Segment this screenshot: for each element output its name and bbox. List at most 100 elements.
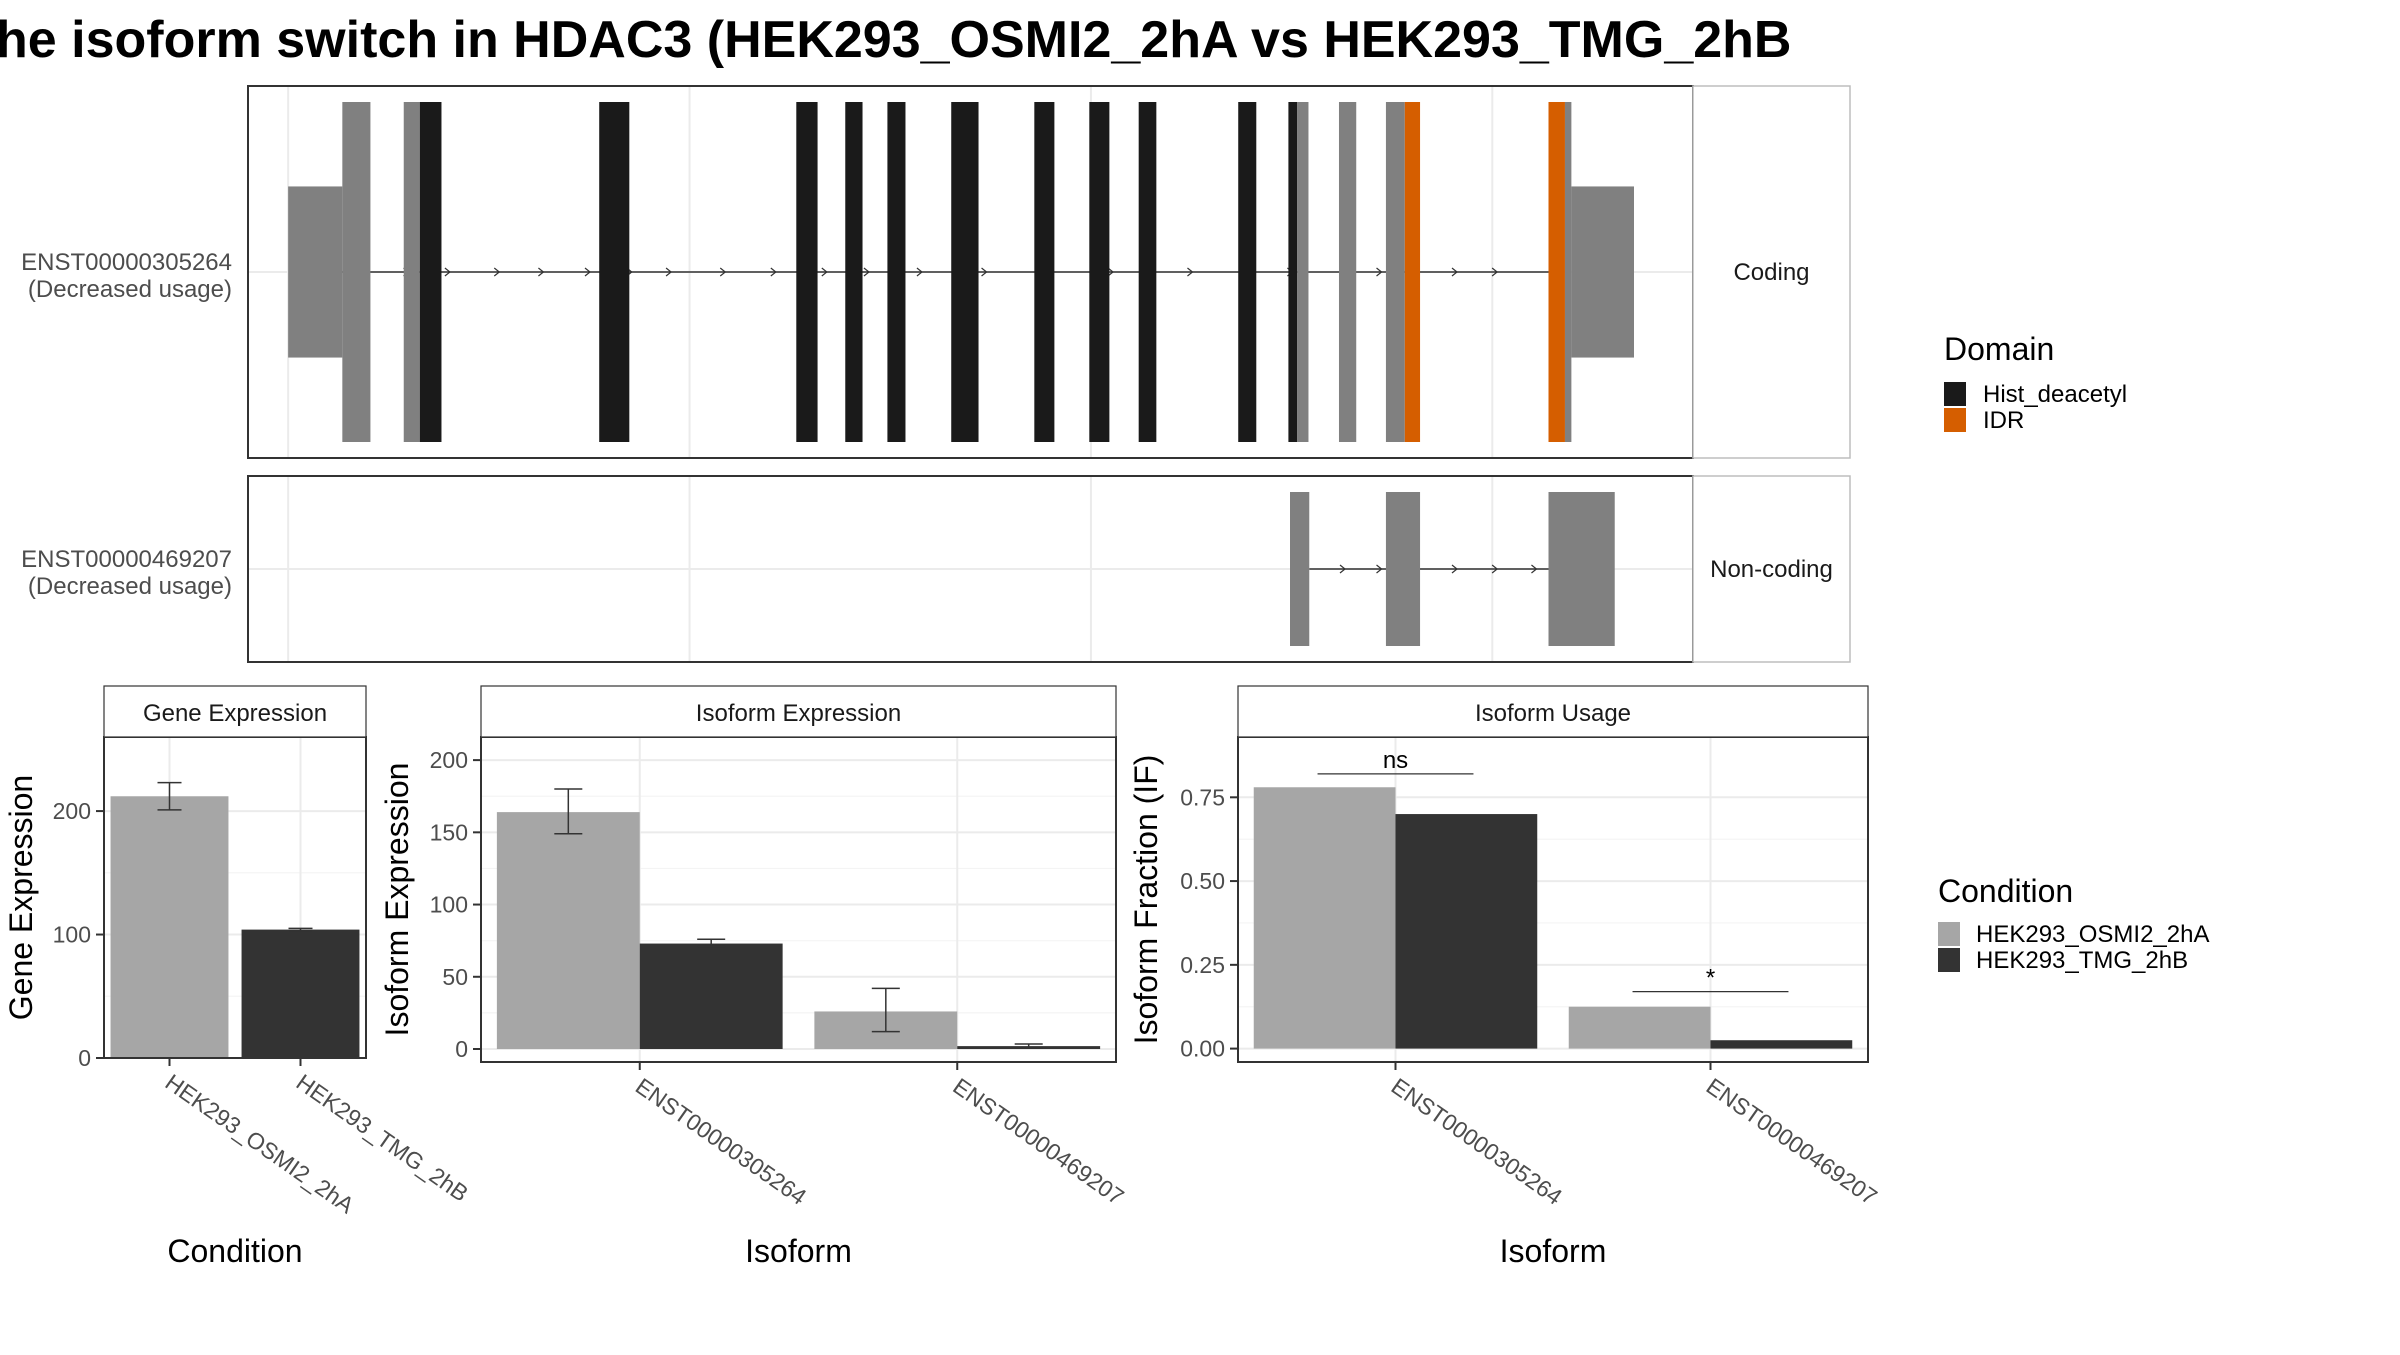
bar [639,943,783,1049]
x-tick-label: ENST00000469207 [1702,1073,1882,1210]
exon-utr [1338,102,1357,442]
exon-utr [1290,492,1310,646]
strand-arrow [1451,564,1458,574]
y-axis-title: Isoform Fraction (IF) [1128,755,1164,1045]
bar [1568,1006,1711,1049]
strand-arrow [1339,564,1346,574]
chart-strip [1237,685,1869,738]
y-tick-label: 0.25 [1180,952,1225,978]
exon-utr [1297,102,1309,442]
strand-arrow [444,267,451,277]
chart-title: Gene Expression [143,700,327,727]
strand-arrow [916,267,923,277]
exon-utr [1548,492,1615,646]
x-tick-label: ENST00000305264 [631,1073,812,1210]
x-tick-label: ENST00000469207 [948,1073,1128,1210]
y-tick-label: 50 [442,964,468,990]
chart-panel-isoform-expression: Isoform Expression 0 50 100 150 200 ENST000003… [379,685,1129,1269]
strand-arrow [1491,564,1499,574]
strand-arrow [1531,564,1538,574]
chart-strip [480,685,1117,738]
strand-arrow [584,267,591,277]
exon-hist_deacetyl [1089,102,1110,442]
transcript-id-label: ENST00000305264 [21,249,232,276]
exon-hist_deacetyl [1034,102,1055,442]
exon-hist_deacetyl [1238,102,1257,442]
bar [496,812,640,1049]
track-strip [1692,475,1851,663]
y-tick-label: 100 [53,922,91,948]
track-strip-label: Coding [1733,259,1809,286]
strand-arrow [538,267,545,277]
chart-title: Isoform Expression [696,700,901,727]
y-tick-label: 0.00 [1180,1036,1225,1062]
exon-hist_deacetyl [951,102,979,442]
strand-arrow [863,267,870,277]
significance-label: * [1706,965,1715,992]
transcript-usage-label: (Decreased usage) [28,573,232,600]
legend-swatch [1938,922,1960,946]
bar [1710,1040,1853,1049]
chart-title: Isoform Usage [1475,700,1631,727]
exon-utr [1385,492,1421,646]
legend-label: HEK293_OSMI2_2hA [1976,921,2209,948]
strand-arrow [719,267,727,277]
legend-label: IDR [1983,407,2024,434]
track-strip-label: Non-coding [1710,556,1833,583]
strand-arrow [1491,267,1499,277]
exon-hist_deacetyl [419,102,442,442]
exon-utr [1564,102,1572,442]
legend-swatch [1944,408,1966,432]
bar [241,929,360,1058]
exon-hist_deacetyl [1288,102,1298,442]
exon-utr [1385,102,1405,442]
exon-hist_deacetyl [599,102,630,442]
transcript-usage-label: (Decreased usage) [28,276,232,303]
bar [1395,814,1538,1049]
track-strip [1692,85,1851,459]
exon-idr [1548,102,1565,442]
transcript-track-ENST00000305264: Coding ENST00000305264(Decreased usage) [21,85,1851,459]
figure-title: he isoform switch in HDAC3 (HEK293_OSMI2… [0,11,1791,69]
x-axis-title: Isoform [1500,1233,1607,1269]
legend-swatch [1944,382,1966,406]
strand-arrow [1376,267,1383,277]
strand-arrow [770,267,777,277]
y-tick-label: 0 [455,1036,468,1062]
strand-arrow [1451,267,1458,277]
chart-strip [103,685,367,738]
significance-label: ns [1383,747,1408,774]
y-tick-label: 100 [430,892,468,918]
y-axis-title: Gene Expression [3,775,39,1020]
domain-legend-title: Domain [1944,331,2054,367]
y-tick-label: 200 [53,798,91,824]
transcript-track-ENST00000469207: Non-coding ENST00000469207(Decreased usag… [21,475,1851,663]
condition-legend-title: Condition [1938,873,2073,909]
strand-arrow [493,267,501,277]
y-tick-label: 0.50 [1180,868,1225,894]
x-axis-title: Condition [167,1233,302,1269]
bar [110,796,229,1058]
exon-hist_deacetyl [887,102,906,442]
y-tick-label: 0.75 [1180,784,1225,810]
exon-hist_deacetyl [1138,102,1157,442]
strand-arrow [1187,267,1194,277]
legend-label: Hist_deacetyl [1983,381,2127,408]
strand-arrow [1107,267,1114,277]
transcript-id-label: ENST00000469207 [21,546,232,573]
strand-arrow [821,267,828,277]
legend-label: HEK293_TMG_2hB [1976,947,2188,974]
x-axis-title: Isoform [745,1233,852,1269]
y-tick-label: 200 [430,747,468,773]
exon-utr [342,102,371,442]
chart-panel-isoform-usage: ns * Isoform Usage 0.00 0.25 0.50 0.75 ENST0000… [1128,685,1882,1269]
x-tick-label: ENST00000305264 [1387,1073,1568,1210]
exon-utr [1571,186,1634,358]
exon-utr [403,102,420,442]
exon-hist_deacetyl [845,102,863,442]
bar [1253,787,1396,1049]
exon-idr [1404,102,1421,442]
